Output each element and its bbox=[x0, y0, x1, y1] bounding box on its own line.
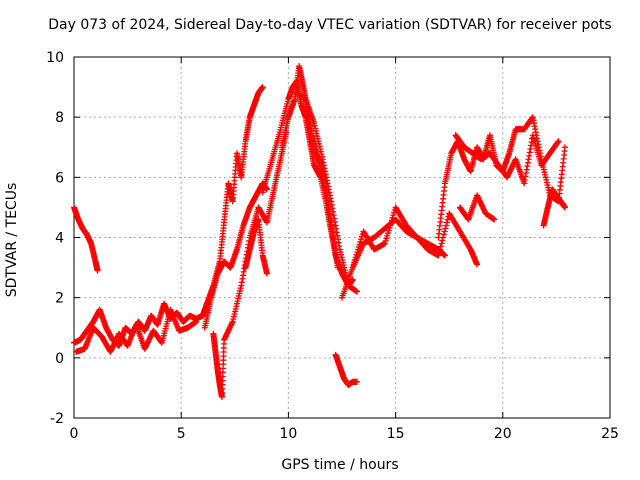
data-point bbox=[443, 222, 450, 229]
data-series-night-band-2 bbox=[73, 306, 200, 355]
y-tick-label: 0 bbox=[55, 351, 64, 367]
data-point bbox=[193, 318, 200, 325]
data-point bbox=[263, 186, 270, 193]
data-series-afternoon-b bbox=[349, 216, 448, 271]
data-point bbox=[263, 270, 270, 277]
x-axis-label: GPS time / hours bbox=[281, 457, 399, 473]
data-point bbox=[443, 219, 450, 226]
chart-title: Day 073 of 2024, Sidereal Day-to-day VTE… bbox=[48, 17, 612, 33]
x-tick-label: 20 bbox=[494, 426, 512, 442]
data-point bbox=[354, 288, 361, 295]
data-point bbox=[440, 231, 447, 238]
x-tick-label: 5 bbox=[177, 426, 186, 442]
y-tick-label: -2 bbox=[50, 411, 64, 427]
x-tick-label: 0 bbox=[70, 426, 79, 442]
y-tick-label: 8 bbox=[55, 110, 64, 126]
data-series-evening-c bbox=[456, 192, 498, 223]
data-point bbox=[354, 378, 361, 385]
data-series-midday-peak-b bbox=[278, 63, 341, 271]
data-series-evening-b bbox=[452, 132, 562, 187]
data-series-spur-8h bbox=[242, 216, 270, 277]
y-axis-label: SDTVAR / TECUs bbox=[4, 182, 20, 298]
y-tick-label: 6 bbox=[55, 170, 64, 186]
data-point bbox=[555, 138, 562, 145]
data-point bbox=[334, 264, 341, 271]
data-point bbox=[435, 252, 442, 259]
data-point bbox=[259, 84, 266, 91]
data-series-evening-a bbox=[435, 114, 568, 241]
x-tick-label: 25 bbox=[601, 426, 619, 442]
data-point bbox=[561, 204, 568, 211]
data-point bbox=[94, 267, 101, 274]
data-series-midday-peak-c bbox=[293, 90, 361, 295]
data-point bbox=[444, 216, 451, 223]
data-point bbox=[491, 216, 498, 223]
x-tick-label: 10 bbox=[279, 426, 297, 442]
data-point bbox=[441, 252, 448, 259]
data-point bbox=[442, 225, 449, 232]
data-series-low-segment bbox=[332, 351, 361, 388]
data-series-early-decay bbox=[71, 204, 101, 274]
data-point bbox=[438, 240, 445, 247]
y-tick-label: 10 bbox=[46, 50, 64, 66]
data-series-afternoon-a bbox=[339, 204, 481, 301]
x-tick-label: 15 bbox=[387, 426, 405, 442]
data-series-evening-d bbox=[540, 186, 568, 229]
data-point bbox=[561, 144, 568, 151]
data-point bbox=[441, 228, 448, 235]
y-tick-label: 4 bbox=[55, 231, 64, 247]
data-point bbox=[439, 237, 446, 244]
data-point bbox=[474, 261, 481, 268]
data-series-dip-spike bbox=[210, 330, 228, 400]
data-point bbox=[349, 276, 356, 283]
y-tick-label: 2 bbox=[55, 291, 64, 307]
